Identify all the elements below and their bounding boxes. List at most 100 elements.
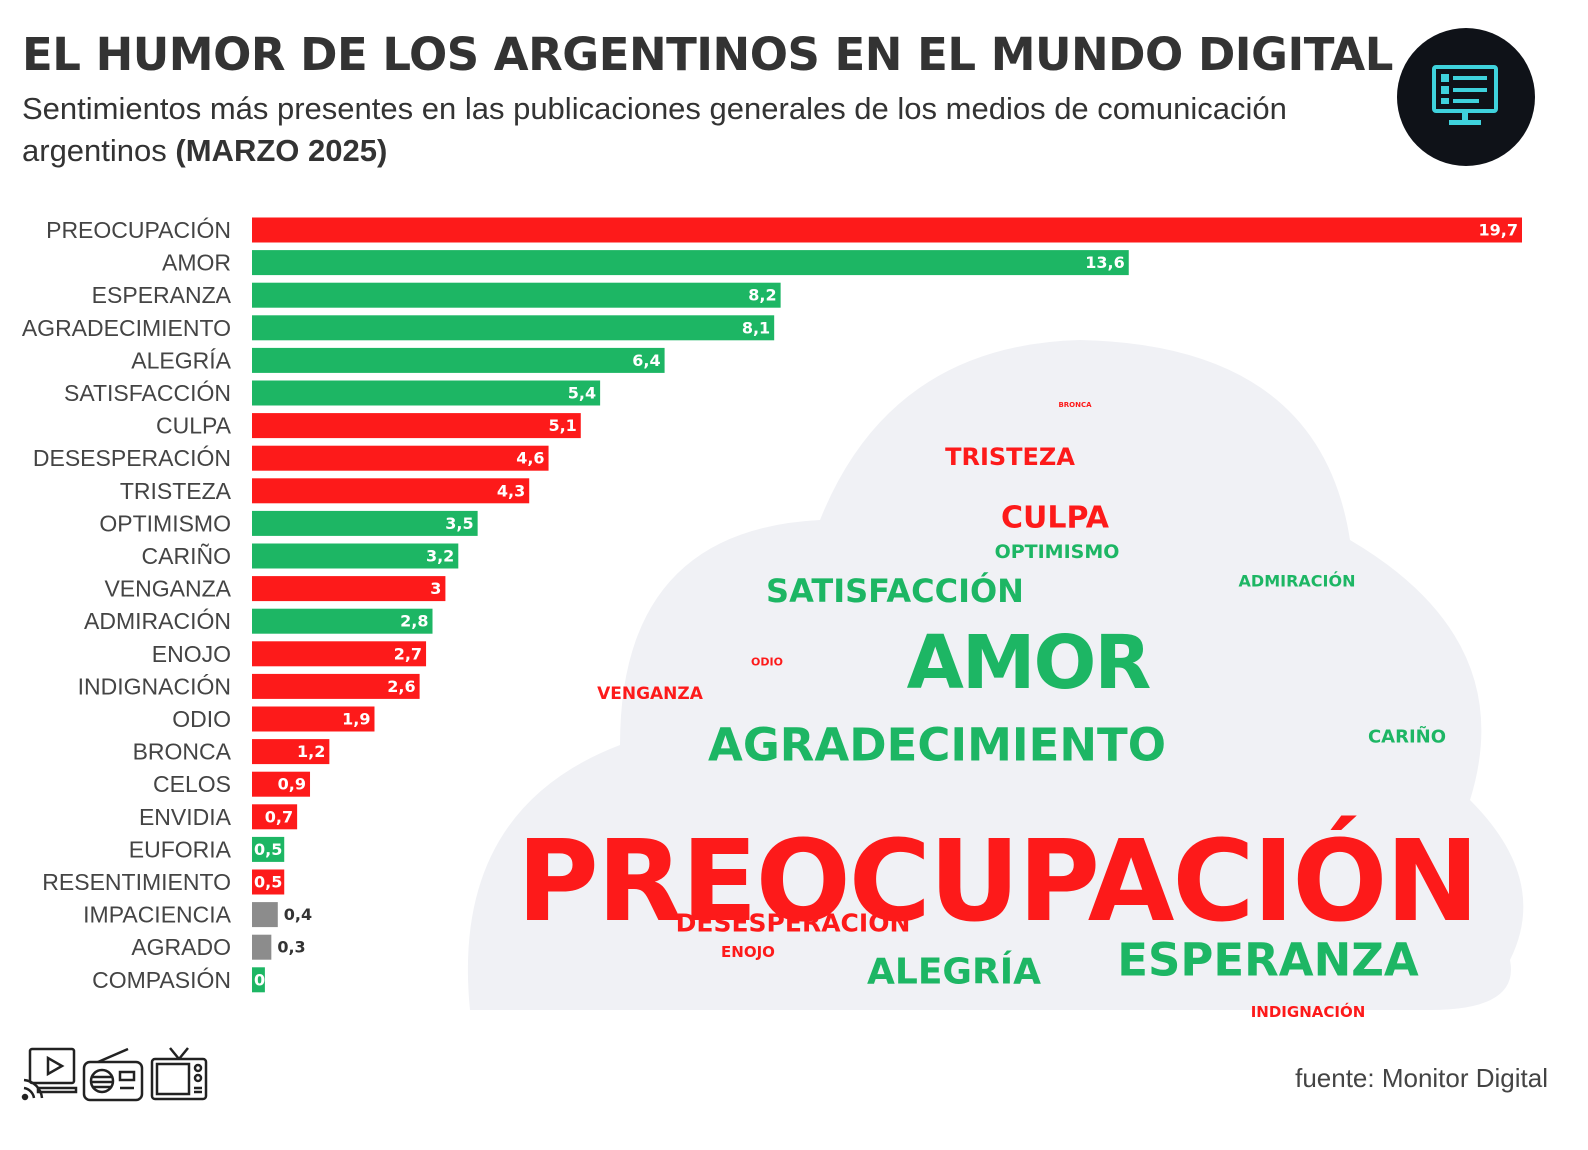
bar [252,836,285,862]
bar [252,706,375,732]
value-label: 5,4 [568,384,596,403]
category-label: RESENTIMIENTO [42,869,231,895]
category-label: VENGANZA [104,576,231,602]
bar [252,478,530,504]
bar [252,641,427,667]
category-label: INDIGNACIÓN [78,673,231,699]
source-note: fuente: Monitor Digital [1295,1063,1548,1093]
bar-chart: PREOCUPACIÓN AMOR AGRADECIMIENTO ESPERANZA S… [22,217,1524,1021]
chart-subtitle: Sentimientos más presentes en las public… [22,88,1362,172]
cloud-word: TRISTEZA [945,443,1075,471]
bar [252,445,549,471]
cloud-word: PREOCUPACIÓN [517,816,1477,947]
value-label: 2,6 [387,677,415,696]
cloud-word: ENOJO [721,943,775,961]
cloud-word: INDIGNACIÓN [1251,1002,1366,1021]
category-label: CARIÑO [142,543,231,569]
value-label: 19,7 [1479,221,1518,240]
category-label: AGRADO [131,934,231,960]
bar [252,967,265,993]
category-label: OPTIMISMO [99,510,231,536]
cloud-word: VENGANZA [597,684,704,704]
category-label: TRISTEZA [120,478,232,504]
value-label: 6,4 [632,351,660,370]
value-label: 3 [430,579,441,598]
value-label: 3,2 [426,547,454,566]
bar [252,380,601,406]
cloud-word: OPTIMISMO [995,541,1120,563]
category-label: AMOR [162,250,231,276]
category-label: COMPASIÓN [92,967,231,993]
cloud-word: DESESPERACIÓN [676,908,911,938]
value-label: 2,8 [400,612,428,631]
bar [252,315,775,341]
value-label: 0,4 [284,905,312,924]
value-label: 3,5 [445,514,473,533]
word-cloud: PREOCUPACIÓN AMOR AGRADECIMIENTO ESPERANZA S… [467,340,1524,1021]
bar [252,673,420,699]
category-label: ENVIDIA [139,804,232,830]
cloud-word: ODIO [751,656,783,669]
monitor-icon [1432,65,1498,125]
value-label: 0,5 [254,840,282,859]
bar [252,902,278,928]
category-label: ENOJO [152,641,231,667]
tv-icon [150,1047,208,1101]
category-label: EUFORIA [129,836,232,862]
media-icons [21,1047,208,1102]
streaming-icon [21,1047,78,1101]
cloud-word: AMOR [907,620,1151,706]
cloud-word: BRONCA [1058,401,1092,409]
bar [252,804,298,830]
value-label: 5,1 [548,416,576,435]
cloud-shape [467,340,1524,1010]
bar [252,250,1129,276]
subtitle-period: (MARZO 2025) [175,133,388,168]
bar [252,869,285,895]
bar [252,347,665,373]
cloud-word: CARIÑO [1368,725,1446,748]
bar [252,510,478,536]
bar [252,739,330,765]
value-label: 8,2 [748,286,776,305]
bar [252,543,459,569]
bar [252,217,1522,243]
category-label: ODIO [172,706,231,732]
value-label: 8,1 [742,318,770,337]
category-label: PREOCUPACIÓN [46,217,231,243]
category-label: CULPA [156,413,232,439]
chart-title: EL HUMOR DE LOS ARGENTINOS EN EL MUNDO D… [22,28,1393,81]
value-label: 0,5 [254,873,282,892]
value-label: 0,9 [278,775,306,794]
value-label: 0,7 [265,807,293,826]
radio-icon [82,1047,144,1102]
category-label: IMPACIENCIA [83,902,231,928]
category-label: SATISFACCIÓN [64,380,231,406]
category-label: DESESPERACIÓN [33,445,231,471]
value-label: 0,2 [254,970,282,989]
cloud-word: ADMIRACIÓN [1239,572,1356,591]
value-label: 4,6 [516,449,544,468]
cloud-word: CULPA [1001,501,1110,536]
bar [252,413,581,439]
bar [252,934,272,960]
cloud-word: ESPERANZA [1117,934,1419,987]
value-label: 13,6 [1085,253,1124,272]
value-label: 0,3 [277,938,305,957]
category-label: ALEGRÍA [131,347,231,373]
category-label: ADMIRACIÓN [84,608,231,634]
monitor-badge [1397,28,1535,166]
value-label: 1,9 [342,710,370,729]
bar [252,771,311,797]
bar [252,608,433,634]
value-label: 2,7 [394,644,422,663]
value-label: 4,3 [497,481,525,500]
subtitle-text: Sentimientos más presentes en las public… [22,91,1287,168]
cloud-word: ALEGRÍA [867,951,1041,993]
cloud-word: AGRADECIMIENTO [708,719,1166,772]
category-label: AGRADECIMIENTO [22,315,231,341]
value-label: 1,2 [297,742,325,761]
category-label: BRONCA [133,739,232,765]
cloud-word: SATISFACCIÓN [766,571,1024,610]
category-label: CELOS [153,771,231,797]
